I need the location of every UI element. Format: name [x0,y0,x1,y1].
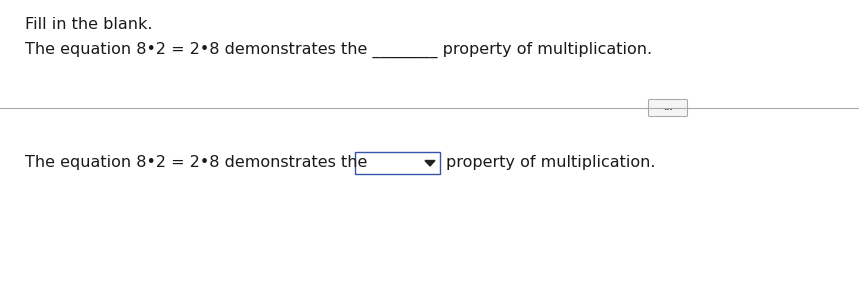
Text: property of multiplication.: property of multiplication. [446,155,655,170]
Bar [355,152,440,174]
Polygon shape [425,160,435,166]
Text: ...: ... [663,104,673,112]
Text: The equation 8•2 = 2•8 demonstrates the ________ property of multiplication.: The equation 8•2 = 2•8 demonstrates the … [25,42,652,58]
FancyBboxPatch shape [649,99,687,117]
Text: Fill in the blank.: Fill in the blank. [25,17,153,32]
Text: The equation 8•2 = 2•8 demonstrates the: The equation 8•2 = 2•8 demonstrates the [25,155,373,170]
